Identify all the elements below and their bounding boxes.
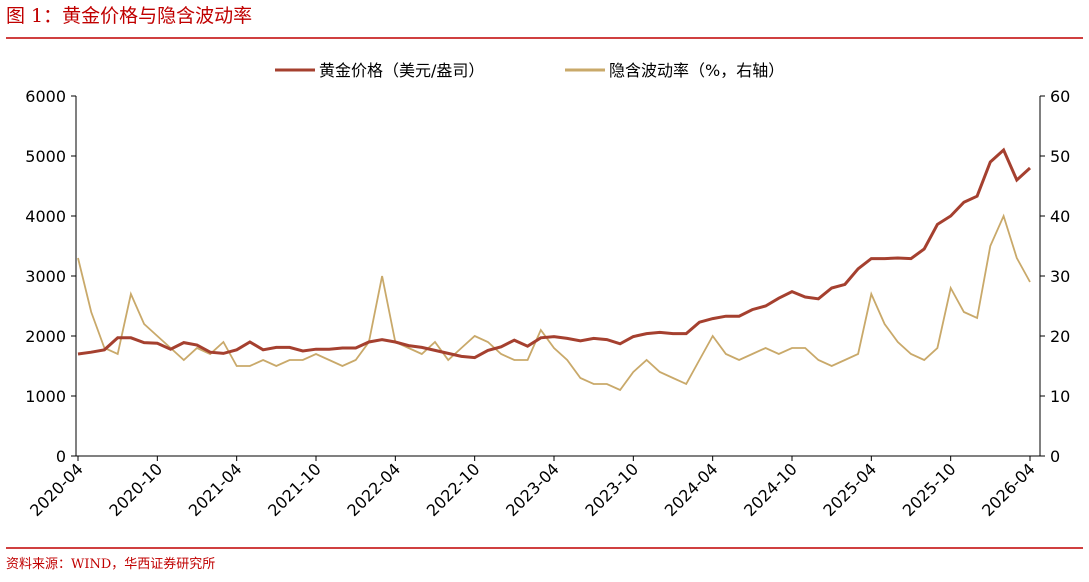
x-tick-label: 2025-10	[899, 459, 960, 520]
x-tick-label: 2020-10	[105, 459, 166, 520]
x-tick-label: 2023-04	[502, 459, 563, 520]
y2-tick-label: 30	[1050, 267, 1070, 286]
x-tick-label: 2024-10	[740, 459, 801, 520]
y2-tick-label: 10	[1050, 387, 1070, 406]
y-tick-label: 2000	[25, 327, 66, 346]
x-tick-label: 2024-04	[661, 459, 722, 520]
series-line	[77, 213, 1031, 392]
y-tick-label: 0	[56, 447, 66, 466]
y2-tick-label: 20	[1050, 327, 1070, 346]
y-tick-label: 5000	[25, 147, 66, 166]
x-tick-label: 2026-04	[978, 459, 1039, 520]
chart-title: 图 1：黄金价格与隐含波动率	[6, 5, 252, 27]
y2-tick-label: 50	[1050, 147, 1070, 166]
y-tick-label: 1000	[25, 387, 66, 406]
y-tick-label: 6000	[25, 87, 66, 106]
x-tick-label: 2025-04	[819, 459, 880, 520]
legend-label: 黄金价格（美元/盎司）	[319, 61, 484, 80]
y2-tick-label: 0	[1050, 447, 1060, 466]
x-tick-label: 2021-10	[264, 459, 325, 520]
x-tick-label: 2022-04	[343, 459, 404, 520]
x-tick-label: 2021-04	[185, 459, 246, 520]
x-tick-label: 2022-10	[423, 459, 484, 520]
y-tick-label: 3000	[25, 267, 66, 286]
series-line	[77, 147, 1032, 360]
x-tick-label: 2023-10	[581, 459, 642, 520]
source: 资料来源：WIND，华西证券研究所	[6, 556, 215, 572]
y-tick-label: 4000	[25, 207, 66, 226]
y2-tick-label: 40	[1050, 207, 1070, 226]
legend-label: 隐含波动率（%，右轴）	[609, 61, 784, 80]
x-tick-label: 2020-04	[26, 459, 87, 520]
y2-tick-label: 60	[1050, 87, 1070, 106]
